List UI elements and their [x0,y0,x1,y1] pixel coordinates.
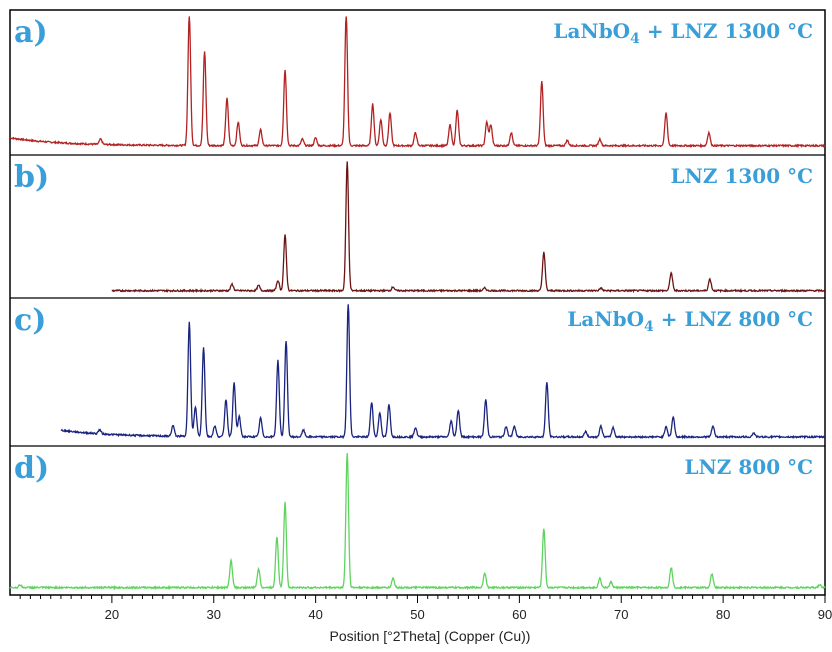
x-tick-label: 50 [410,607,424,622]
xrd-pattern-line [9,16,826,149]
x-tick-label: 30 [207,607,221,622]
x-tick-label: 70 [614,607,628,622]
x-tick-label: 60 [512,607,526,622]
xrd-pattern-line [111,161,826,294]
panel-title-main: LNZ 1300 °C [671,164,813,188]
panel-title-rest: + LNZ 1300 °C [640,19,813,43]
panel-letter: c) [14,303,46,338]
panel-title: LNZ 800 °C [684,455,813,479]
panel-d: d) LNZ 800 °C [9,445,826,591]
x-tick-label: 80 [716,607,730,622]
x-tick-label: 20 [105,607,119,622]
x-tick-label: 90 [818,607,832,622]
panel-letter: a) [14,15,48,50]
panel-b: b) LNZ 1300 °C [10,154,826,294]
x-axis-title: Position [°2Theta] (Copper (Cu)) [330,628,531,644]
x-axis: 20 30 40 50 60 70 80 90 [19,595,832,622]
plot-frame [9,9,826,596]
panel-title: LaNbO4 + LNZ 1300 °C [553,19,813,47]
panel-a: a) LaNbO4 + LNZ 1300 °C [9,15,826,149]
panel-letter: d) [14,451,49,486]
panels-group: a) LaNbO4 + LNZ 1300 °Cb) LNZ 1300 °Cc) LaN… [9,15,826,591]
panel-letter: b) [14,160,49,195]
panel-title: LNZ 1300 °C [671,164,813,188]
panel-title-main: LaNbO [553,19,630,43]
xrd-pattern-line [60,304,826,440]
xrd-pattern-line [9,452,826,591]
panel-title-main: LaNbO [567,307,644,331]
x-tick-label: 40 [308,607,322,622]
panel-title-subscript: 4 [644,319,654,335]
panel-title-main: LNZ 800 °C [684,455,813,479]
panel-c: c) LaNbO4 + LNZ 800 °C [10,297,826,440]
panel-title-rest: + LNZ 800 °C [654,307,813,331]
panel-title: LaNbO4 + LNZ 800 °C [567,307,813,335]
panel-title-subscript: 4 [630,31,640,47]
